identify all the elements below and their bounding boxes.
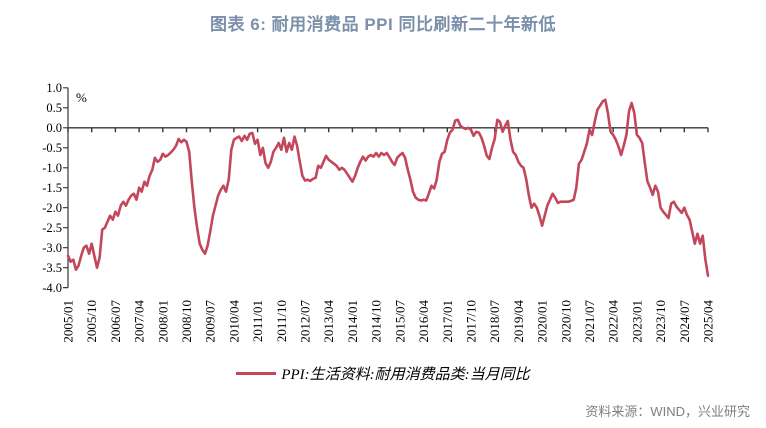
y-tick-label: -0.5 <box>42 141 62 155</box>
y-tick-label: 0.0 <box>46 121 62 135</box>
x-tick-label: 2015/07 <box>392 300 407 343</box>
x-tick-label: 2008/10 <box>179 300 194 343</box>
x-tick-label: 2018/07 <box>487 300 502 343</box>
y-tick-label: -2.5 <box>42 221 62 235</box>
legend-line-swatch <box>236 372 277 375</box>
y-tick-label: 1.0 <box>46 81 62 95</box>
x-tick-label: 2020/10 <box>558 300 573 343</box>
x-tick-label: 2005/10 <box>84 300 99 343</box>
chart-title: 图表 6: 耐用消费品 PPI 同比刷新二十年新低 <box>210 15 556 34</box>
x-tick-label: 2025/04 <box>701 300 716 343</box>
x-tick-label: 2019/04 <box>511 300 526 343</box>
x-tick-label: 2006/07 <box>108 300 123 343</box>
x-tick-label: 2011/01 <box>250 300 265 342</box>
y-tick-label: -3.5 <box>42 261 62 275</box>
x-tick-label: 2008/01 <box>155 300 170 343</box>
y-tick-label: 0.5 <box>46 101 62 115</box>
x-tick-label: 2023/01 <box>629 300 644 343</box>
ppi-series-line <box>66 98 710 278</box>
x-tick-label: 2017/01 <box>440 300 455 343</box>
legend: PPI:生活资料:耐用消费品类:当月同比 <box>0 363 766 384</box>
y-tick-label: -3.0 <box>42 241 62 255</box>
x-tick-label: 2007/04 <box>132 300 147 343</box>
source-note: 资料来源：WIND，兴业研究 <box>585 404 750 419</box>
x-tick-label: 2022/04 <box>606 300 621 343</box>
x-tick-label: 2010/04 <box>226 300 241 343</box>
x-tick-label: 2011/10 <box>274 300 289 342</box>
x-tick-label: 2012/07 <box>298 300 313 343</box>
x-tick-label: 2014/10 <box>369 300 384 343</box>
x-tick-label: 2014/01 <box>345 300 360 343</box>
y-tick-label: -4.0 <box>42 281 62 295</box>
legend-series-label: PPI:生活资料:耐用消费品类:当月同比 <box>281 367 530 383</box>
x-tick-label: 2020/01 <box>535 300 550 343</box>
x-tick-label: 2017/10 <box>464 300 479 343</box>
y-axis <box>63 87 69 289</box>
x-tick-label: 2023/10 <box>653 300 668 343</box>
y-axis-unit-label: % <box>76 90 87 105</box>
y-tick-label: -2.0 <box>42 201 62 215</box>
x-tick-label: 2021/07 <box>582 300 597 343</box>
x-tick-label: 2005/01 <box>61 300 76 343</box>
x-tick-label: 2013/04 <box>321 300 336 343</box>
y-tick-label: -1.0 <box>42 161 62 175</box>
x-tick-label: 2009/07 <box>203 300 218 343</box>
y-tick-label: -1.5 <box>42 181 62 195</box>
x-tick-label: 2024/07 <box>677 300 692 343</box>
x-tick-label: 2016/04 <box>416 300 431 343</box>
